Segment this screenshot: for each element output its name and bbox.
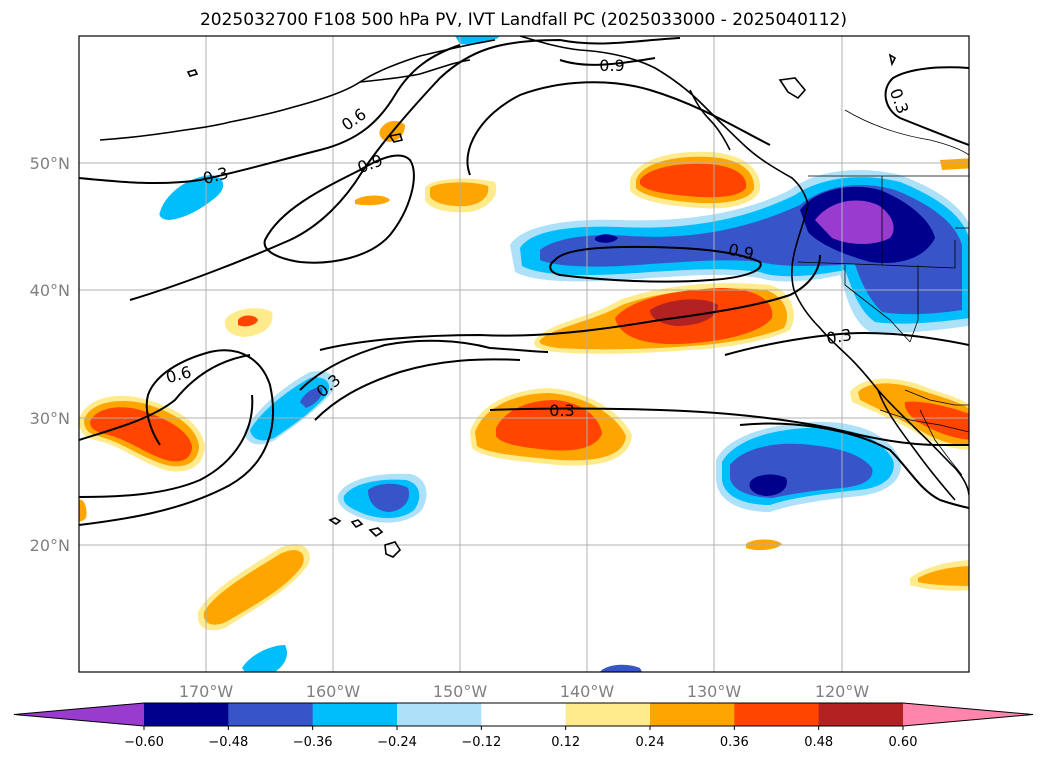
contour-0.9-big (466, 81, 771, 176)
negative-anomaly-pnw-5 (815, 200, 894, 244)
lon-label: 130°W (687, 682, 742, 701)
lon-label: 160°W (306, 682, 361, 701)
positive-anomaly-143w-3 (496, 400, 602, 451)
lat-label: 50°N (30, 154, 70, 173)
colorbar-segment (397, 703, 482, 726)
contour-0.6-sw-2 (79, 394, 254, 498)
colorbar-extend-low (14, 703, 144, 726)
negative-anomaly-subtropical-4 (749, 474, 787, 496)
contour-0.9-loop (263, 154, 415, 264)
map-content (79, 36, 969, 672)
colorbar-tick-label: −0.60 (124, 735, 164, 750)
positive-anomaly-dot-7b (918, 566, 969, 586)
colorbar-segment (734, 703, 820, 726)
contour-0.6-sw (79, 349, 274, 526)
contour-label: 0.9 (599, 56, 624, 75)
map-background (79, 36, 969, 672)
contour-label: 0.9 (727, 240, 756, 264)
lon-label: 150°W (433, 682, 488, 701)
longitude-labels: 170°W 160°W 150°W 140°W 130°W 120°W (179, 682, 870, 701)
contour-0.9-central (549, 245, 762, 283)
colorbar-segment (144, 703, 229, 726)
contour-label: 0.3 (825, 325, 853, 348)
contour-0.3-mid-2 (314, 358, 521, 421)
colorbar-tick-label: 0.48 (804, 735, 833, 750)
lon-label: 120°W (815, 682, 870, 701)
colorbar-segment (312, 703, 398, 726)
negative-anomaly-top (455, 36, 500, 45)
colorbar-segment (650, 703, 735, 726)
colorbar-tick-label: −0.24 (377, 735, 417, 750)
positive-anomaly-131w-3 (640, 163, 747, 198)
contour-0.3-mid (299, 339, 549, 391)
positive-anomaly-165w-2 (203, 550, 304, 625)
colorbar-tick-label: 0.24 (636, 735, 665, 750)
contour-0.3-south (489, 407, 969, 446)
negative-anomaly-bottom-1 (242, 645, 287, 672)
positive-anomaly-dot-3b (238, 315, 258, 327)
gridlines (79, 36, 969, 672)
contour-0.9-top (559, 57, 656, 66)
negative-anomaly-170w (159, 175, 224, 220)
map-frame (78, 35, 970, 673)
contour-0.3-north (79, 44, 461, 185)
contour-label: 0.3 (549, 401, 574, 420)
latitude-labels: 20°N 30°N 40°N 50°N (30, 154, 70, 555)
positive-anomaly-175w-3 (90, 407, 192, 462)
lon-label: 170°W (179, 682, 234, 701)
positive-anomaly-dot-5 (79, 499, 87, 522)
colorbar-tick-label: −0.36 (293, 735, 333, 750)
colorbar-tick-label: 0.36 (720, 735, 749, 750)
colorbar-tick-label: −0.48 (208, 735, 248, 750)
colorbar-tick-label: −0.12 (461, 735, 501, 750)
lon-label: 140°W (560, 682, 615, 701)
colorbar-segment (481, 703, 567, 726)
colorbar-segment (228, 703, 314, 726)
contour-0.3-far-south (739, 422, 969, 509)
positive-anomaly-dot-6 (940, 158, 969, 170)
anomaly-shading (79, 36, 969, 672)
pv-contours (79, 37, 969, 526)
contour-0.3-east (724, 332, 969, 356)
colorbar-segment (818, 703, 904, 726)
negative-anomaly-small-1 (595, 234, 618, 243)
colorbar-extend-high (903, 703, 1033, 726)
lat-label: 30°N (30, 409, 70, 428)
lat-label: 20°N (30, 536, 70, 555)
map-title: 2025032700 F108 500 hPa PV, IVT Landfall… (199, 10, 847, 30)
contour-0.3-ne (884, 66, 969, 146)
negative-anomaly-155w-3 (368, 483, 410, 512)
colorbar-tick-label: 0.12 (551, 735, 580, 750)
contour-0.3-sw (79, 354, 251, 441)
contour-0.3-central (319, 254, 821, 351)
colorbar-tick-label: 0.60 (889, 735, 918, 750)
coastlines (99, 36, 969, 558)
negative-anomaly-162w-3 (300, 387, 323, 408)
colorbar: −0.60 −0.48 −0.36 −0.24 −0.12 0.12 0.24 0.36 0.4… (13, 702, 1034, 750)
lat-label: 40°N (30, 281, 70, 300)
colorbar-segment (565, 703, 651, 726)
positive-anomaly-dot-1 (355, 195, 390, 206)
borders (797, 109, 969, 476)
positive-anomaly-150w-2 (430, 182, 489, 207)
contour-0.6-north (129, 37, 681, 301)
negative-anomaly-bottom-2 (600, 664, 642, 672)
